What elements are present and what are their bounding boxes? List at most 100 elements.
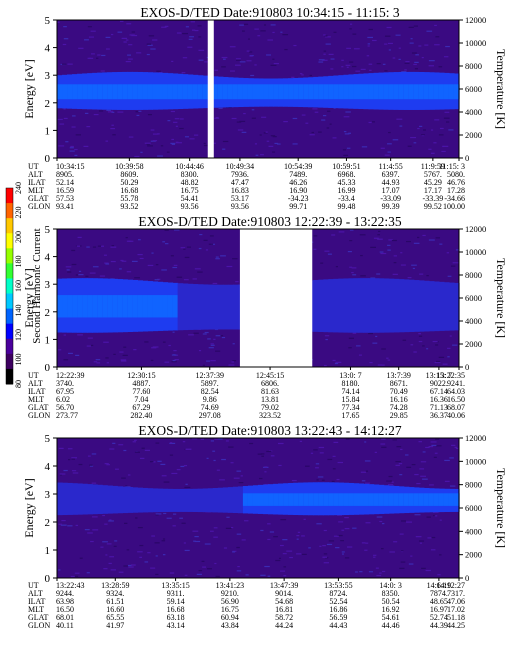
- noise-cell: [427, 537, 432, 539]
- noise-cell: [264, 471, 267, 473]
- noise-cell: [391, 239, 397, 242]
- colorbar-swatch: [6, 248, 13, 264]
- noise-cell: [364, 460, 371, 462]
- noise-cell: [384, 35, 391, 37]
- table-row-label: MLT: [28, 395, 44, 404]
- band-cell: [177, 488, 184, 512]
- noise-cell: [447, 347, 451, 349]
- band-core-cell: [57, 84, 63, 100]
- noise-cell: [109, 556, 115, 558]
- colorbar-frame: [5, 187, 14, 385]
- table-cell: 8350.: [382, 589, 400, 598]
- noise-cell: [126, 271, 132, 273]
- colorbar-swatch: [6, 263, 13, 279]
- noise-cell: [215, 256, 219, 258]
- band-core-cell: [443, 493, 450, 506]
- noise-cell: [121, 477, 126, 479]
- noise-cell: [90, 53, 95, 55]
- noise-cell: [270, 135, 276, 137]
- noise-cell: [375, 335, 378, 338]
- noise-cell: [356, 345, 361, 347]
- noise-cell: [86, 125, 91, 128]
- noise-cell: [398, 463, 403, 465]
- noise-cell: [149, 461, 154, 463]
- table-cell: 10:54:39: [284, 162, 312, 171]
- noise-cell: [215, 258, 220, 260]
- noise-cell: [124, 522, 128, 524]
- noise-cell: [106, 109, 111, 111]
- colorbar-tick-label: 240: [14, 182, 23, 194]
- noise-cell: [148, 35, 155, 37]
- noise-cell: [198, 569, 203, 572]
- band-core-cell: [167, 84, 174, 100]
- noise-cell: [395, 464, 400, 466]
- noise-cell: [137, 551, 143, 553]
- noise-cell: [203, 142, 206, 145]
- band-core-cell: [403, 84, 410, 100]
- noise-cell: [392, 139, 399, 141]
- table-cell: 9210.: [221, 589, 239, 598]
- noise-cell: [90, 540, 94, 543]
- noise-cell: [324, 335, 330, 337]
- noise-cell: [235, 281, 239, 283]
- noise-cell: [332, 455, 336, 457]
- noise-cell: [126, 23, 132, 25]
- noise-cell: [194, 540, 201, 543]
- band-core-cell: [443, 84, 450, 100]
- noise-cell: [325, 43, 331, 45]
- table-cell: 11:9:59: [421, 162, 445, 171]
- band-cell: [338, 278, 345, 333]
- noise-cell: [435, 438, 440, 440]
- colorbar-swatch: [6, 338, 13, 355]
- noise-cell: [60, 524, 67, 526]
- table-cell: 6397.: [382, 170, 400, 179]
- band-cell: [237, 486, 244, 514]
- noise-cell: [147, 44, 153, 46]
- noise-cell: [327, 458, 333, 461]
- table-cell: 9324.: [106, 589, 124, 598]
- noise-cell: [201, 560, 205, 562]
- noise-cell: [332, 137, 337, 139]
- noise-cell: [434, 24, 437, 27]
- noise-cell: [369, 69, 372, 71]
- noise-cell: [125, 236, 128, 239]
- band-core-cell: [398, 84, 405, 100]
- table-row-label: GLAT: [28, 613, 49, 622]
- noise-cell: [442, 363, 448, 365]
- table-cell: 10:49:34: [226, 162, 254, 171]
- noise-cell: [104, 262, 109, 264]
- noise-cell: [63, 359, 69, 361]
- noise-cell: [282, 539, 288, 541]
- band-core-cell: [187, 84, 194, 100]
- noise-cell: [229, 46, 236, 48]
- table-cell: 74.14: [341, 387, 359, 396]
- noise-cell: [431, 536, 436, 539]
- noise-cell: [139, 556, 143, 558]
- noise-cell: [439, 519, 442, 521]
- band-core-cell: [102, 84, 108, 100]
- noise-cell: [137, 526, 143, 529]
- noise-cell: [425, 446, 430, 449]
- band-core-cell: [157, 84, 164, 100]
- noise-cell: [86, 345, 91, 347]
- table-cell: 16.60: [106, 605, 124, 614]
- y-tick-label: 2: [45, 98, 51, 110]
- noise-cell: [272, 136, 277, 138]
- table-cell: 56.59: [329, 613, 347, 622]
- noise-cell: [160, 463, 166, 466]
- band-cell: [222, 487, 229, 513]
- noise-cell: [134, 155, 140, 158]
- noise-cell: [151, 347, 157, 349]
- band-core-cell: [172, 84, 179, 100]
- noise-cell: [297, 531, 301, 533]
- noise-cell: [365, 470, 369, 472]
- noise-cell: [214, 117, 220, 119]
- noise-cell: [100, 70, 105, 72]
- noise-cell: [352, 274, 357, 276]
- noise-cell: [110, 569, 117, 571]
- noise-cell: [93, 113, 99, 116]
- noise-cell: [387, 151, 391, 153]
- noise-cell: [187, 46, 193, 48]
- band-core-cell: [112, 84, 118, 100]
- band-cell: [72, 483, 78, 515]
